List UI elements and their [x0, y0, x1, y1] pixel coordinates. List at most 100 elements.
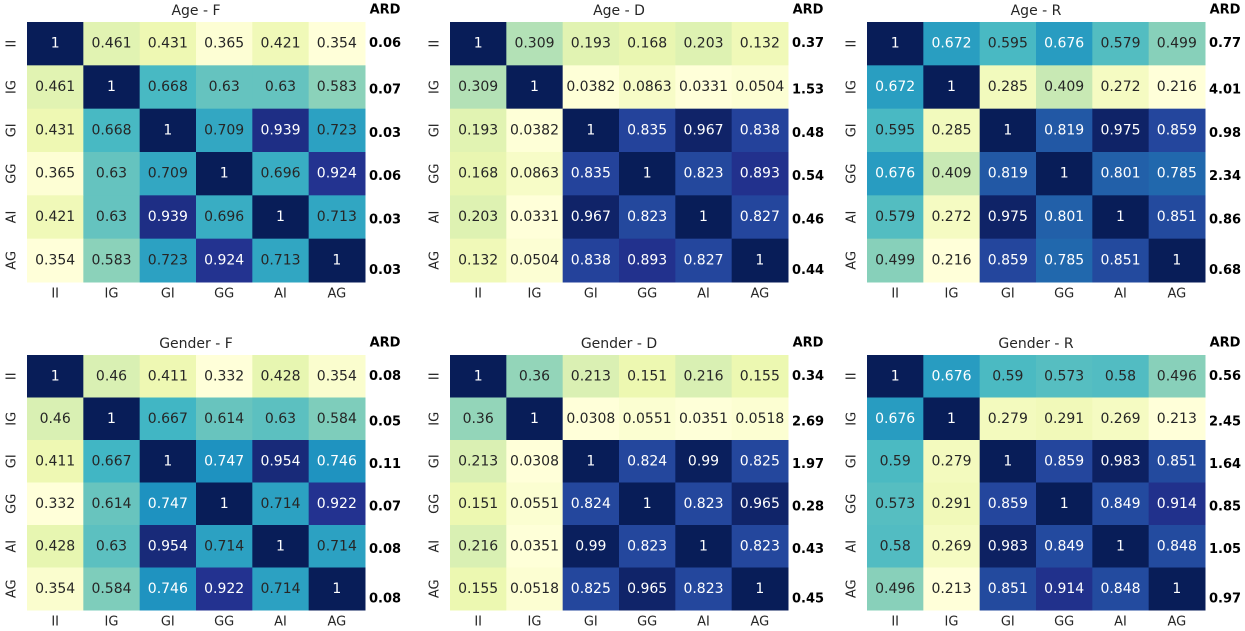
heatmap-cell [923, 65, 981, 110]
heatmap-cell [83, 567, 141, 611]
heatmap-cell [27, 195, 84, 240]
heatmap-cell [923, 440, 981, 483]
heatmap-cell [27, 397, 84, 441]
cell-label: 0.279 [988, 411, 1028, 427]
heatmap-cell [923, 238, 981, 283]
heatmap-cell [619, 525, 676, 568]
heatmap-cell [619, 397, 676, 441]
heatmap-cell [196, 567, 253, 611]
x-tick-label: GI [161, 615, 175, 630]
cell-label: 0.965 [740, 496, 780, 512]
heatmap-cell [196, 238, 253, 283]
heatmap-cell [308, 22, 366, 66]
cell-label: 0.595 [988, 36, 1028, 52]
heatmap-cell [83, 525, 141, 568]
side-title: ARD [793, 3, 824, 18]
side-title: ARD [793, 336, 824, 351]
heatmap-cell [923, 355, 981, 398]
x-tick-label: GI [161, 287, 175, 302]
heatmap-cell [27, 355, 84, 398]
heatmap-cell [619, 22, 676, 66]
cell-label: 0.584 [317, 411, 357, 427]
cell-label: 1 [643, 166, 652, 182]
cell-label: 0.893 [627, 252, 667, 268]
heatmap-cell [979, 22, 1037, 66]
heatmap-cell [675, 65, 733, 110]
cell-label: 0.58 [880, 538, 911, 554]
cell-label: 0.332 [204, 368, 244, 384]
heatmap-cell [506, 152, 564, 196]
x-tick-label: II [891, 615, 899, 630]
y-tick-label: II [845, 372, 860, 380]
cell-label: 1 [643, 496, 652, 512]
cell-label: 0.713 [260, 252, 300, 268]
x-tick-label: II [474, 287, 482, 302]
x-tick-label: IG [105, 615, 119, 630]
side-value: 0.28 [792, 499, 824, 514]
cell-label: 0.168 [458, 166, 498, 182]
heatmap-cell [731, 152, 789, 196]
cell-label: 0.168 [627, 36, 667, 52]
cell-label: 1 [891, 368, 900, 384]
heatmap-cell [619, 440, 676, 483]
heatmap-cell [506, 567, 564, 611]
heatmap-cell [506, 195, 564, 240]
cell-label: 0.285 [931, 122, 971, 138]
heatmap-cell [450, 108, 507, 153]
side-value: 0.08 [369, 369, 401, 384]
cell-label: 0.0551 [623, 411, 672, 427]
heatmap-cell [252, 355, 310, 398]
heatmap-cell [675, 355, 733, 398]
heatmap-cell [979, 567, 1037, 611]
side-value: 0.06 [369, 36, 401, 51]
cell-label: 0.667 [91, 453, 131, 469]
cell-label: 0.63 [209, 79, 240, 95]
cell-label: 0.975 [988, 209, 1028, 225]
cell-label: 0.975 [1100, 122, 1140, 138]
cell-label: 0.63 [96, 166, 127, 182]
cell-label: 0.99 [575, 538, 606, 554]
heatmap-cell [196, 108, 253, 153]
cell-label: 0.668 [91, 122, 131, 138]
heatmap-cell [139, 195, 197, 240]
cell-label: 0.132 [740, 36, 780, 52]
cell-label: 1 [586, 453, 595, 469]
cell-label: 0.409 [1044, 79, 1084, 95]
cell-label: 0.785 [1044, 252, 1084, 268]
heatmap-cell [1036, 152, 1093, 196]
y-tick-label: II [845, 40, 860, 48]
cell-label: 0.573 [875, 496, 915, 512]
heatmap-cell [83, 397, 141, 441]
side-value: 0.77 [1209, 36, 1241, 51]
cell-label: 0.193 [571, 36, 611, 52]
heatmap-cell [675, 567, 733, 611]
y-tick-label: GI [845, 123, 860, 137]
heatmap-cell [562, 525, 620, 568]
heatmap-cell [27, 65, 84, 110]
y-tick-label: IG [5, 80, 20, 94]
cell-label: 0.461 [35, 79, 75, 95]
heatmap-cell [139, 355, 197, 398]
x-tick-label: AI [1114, 615, 1127, 630]
cell-label: 0.291 [931, 496, 971, 512]
cell-label: 0.46 [40, 411, 71, 427]
cell-label: 0.0518 [510, 581, 559, 597]
heatmap-cell [450, 65, 507, 110]
cell-label: 1 [1060, 496, 1069, 512]
cell-label: 0.431 [35, 122, 75, 138]
heatmap-cell [731, 567, 789, 611]
x-tick-label: GI [584, 615, 598, 630]
y-tick-label: AG [428, 251, 443, 270]
heatmap-cell [1036, 195, 1093, 240]
heatmap-cell [562, 397, 620, 441]
x-tick-label: II [891, 287, 899, 302]
heatmap-cell [83, 195, 141, 240]
y-tick-label: IG [5, 412, 20, 426]
x-tick-label: II [51, 287, 59, 302]
x-tick-label: IG [945, 615, 959, 630]
side-value: 1.53 [792, 83, 824, 98]
heatmap-cell [308, 152, 366, 196]
cell-label: 0.354 [35, 581, 75, 597]
cell-label: 1 [947, 411, 956, 427]
cell-label: 0.579 [1100, 36, 1140, 52]
